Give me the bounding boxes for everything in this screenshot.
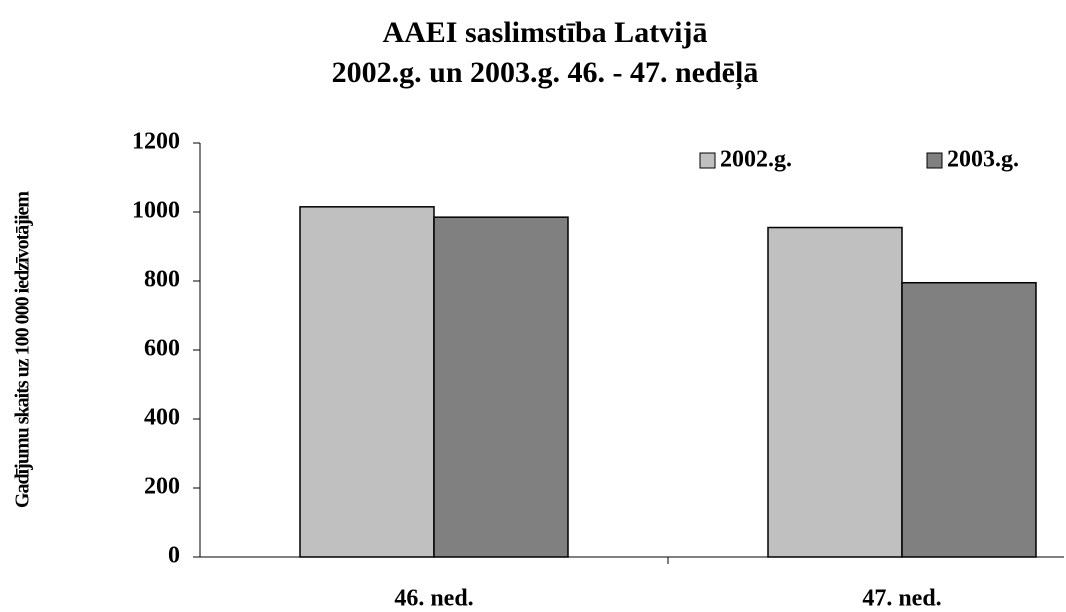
- bar: [299, 206, 435, 558]
- chart-title: 2002.g. un 2003.g. 46. - 47. nedēļā: [332, 56, 759, 90]
- chart-title: AAEI saslimstība Latvijā: [382, 16, 707, 49]
- y-tick-label: 1000: [132, 198, 180, 224]
- y-tick-label: 800: [144, 267, 180, 293]
- y-tick-label: 400: [144, 405, 180, 431]
- legend-swatch: [926, 152, 943, 169]
- bar: [901, 281, 1037, 558]
- y-tick-label: 600: [144, 336, 180, 362]
- legend-label: 2003.g.: [947, 147, 1019, 173]
- legend-swatch: [699, 152, 716, 169]
- x-tick-label: 46. ned.: [394, 586, 473, 612]
- y-tick-label: 0: [168, 543, 180, 569]
- bar: [767, 226, 903, 558]
- y-axis-label: Gadījumu skaits uz 100 000 iedzīvotājiem: [12, 191, 34, 508]
- bar: [433, 216, 569, 558]
- legend-label: 2002.g.: [720, 147, 792, 173]
- y-tick-label: 200: [144, 474, 180, 500]
- y-tick-label: 1200: [132, 129, 180, 155]
- x-tick-label: 47. ned.: [862, 586, 941, 612]
